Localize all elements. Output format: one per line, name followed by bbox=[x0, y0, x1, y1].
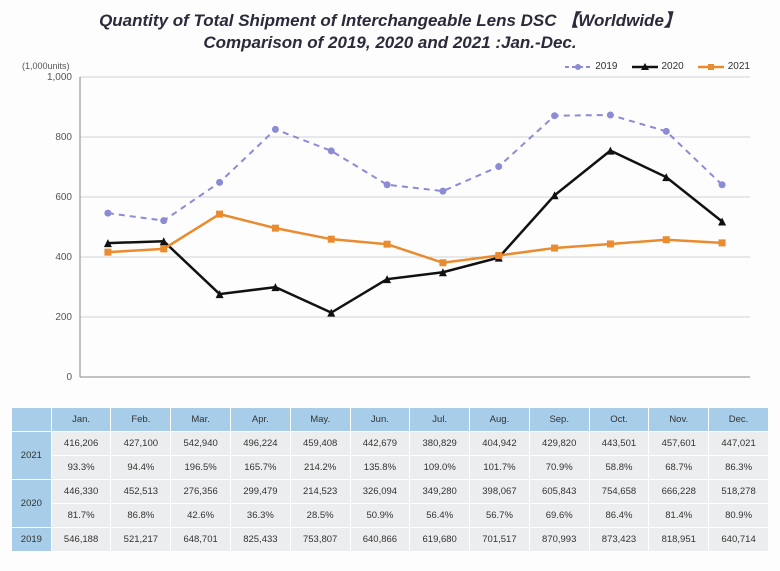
table-cell: 70.9% bbox=[529, 456, 589, 480]
table-header-month: Aug. bbox=[470, 408, 530, 432]
table-cell: 42.6% bbox=[171, 504, 231, 528]
table-cell: 86.8% bbox=[111, 504, 171, 528]
table-cell: 457,601 bbox=[649, 432, 709, 456]
legend-item-2019: 2019 bbox=[565, 61, 617, 72]
chart-area: (1,000units) 2019 2020 2021 0 200 400 600 80… bbox=[20, 59, 760, 399]
table-header-month: Jun. bbox=[350, 408, 410, 432]
table-cell: 619,680 bbox=[410, 528, 470, 552]
svg-text:0: 0 bbox=[66, 372, 72, 383]
year-label: 2020 bbox=[12, 480, 52, 528]
svg-text:1,000: 1,000 bbox=[47, 72, 72, 83]
table-cell: 50.9% bbox=[350, 504, 410, 528]
table-header-month: Oct. bbox=[589, 408, 649, 432]
year-label: 2021 bbox=[12, 432, 52, 480]
table-cell: 818,951 bbox=[649, 528, 709, 552]
table-cell: 81.4% bbox=[649, 504, 709, 528]
chart-title: Quantity of Total Shipment of Interchang… bbox=[10, 10, 770, 54]
table-header-month: Nov. bbox=[649, 408, 709, 432]
table-cell: 28.5% bbox=[290, 504, 350, 528]
table-cell: 459,408 bbox=[290, 432, 350, 456]
table-cell: 349,280 bbox=[410, 480, 470, 504]
table-cell: 404,942 bbox=[470, 432, 530, 456]
table-cell: 429,820 bbox=[529, 432, 589, 456]
table-header-month: Jan. bbox=[51, 408, 111, 432]
table-cell: 666,228 bbox=[649, 480, 709, 504]
table-cell: 640,714 bbox=[709, 528, 769, 552]
table-corner bbox=[12, 408, 52, 432]
table-cell: 380,829 bbox=[410, 432, 470, 456]
table-cell: 640,866 bbox=[350, 528, 410, 552]
table-cell: 101.7% bbox=[470, 456, 530, 480]
svg-text:400: 400 bbox=[55, 252, 72, 263]
data-table: Jan.Feb.Mar.Apr.May.Jun.Jul.Aug.Sep.Oct.… bbox=[11, 407, 769, 552]
table-header-month: Feb. bbox=[111, 408, 171, 432]
table-cell: 165.7% bbox=[231, 456, 291, 480]
table-cell: 442,679 bbox=[350, 432, 410, 456]
table-header-month: Mar. bbox=[171, 408, 231, 432]
table-cell: 542,940 bbox=[171, 432, 231, 456]
table-cell: 56.4% bbox=[410, 504, 470, 528]
svg-text:800: 800 bbox=[55, 132, 72, 143]
table-cell: 870,993 bbox=[529, 528, 589, 552]
table-cell: 648,701 bbox=[171, 528, 231, 552]
chart-svg: 0 200 400 600 800 1,000 bbox=[20, 59, 760, 399]
table-cell: 299,479 bbox=[231, 480, 291, 504]
table-cell: 446,330 bbox=[51, 480, 111, 504]
y-axis-unit-label: (1,000units) bbox=[22, 61, 70, 71]
table-cell: 398,067 bbox=[470, 480, 530, 504]
table-cell: 68.7% bbox=[649, 456, 709, 480]
table-header-month: Sep. bbox=[529, 408, 589, 432]
table-cell: 443,501 bbox=[589, 432, 649, 456]
table-cell: 825,433 bbox=[231, 528, 291, 552]
table-cell: 605,843 bbox=[529, 480, 589, 504]
table-cell: 58.8% bbox=[589, 456, 649, 480]
table-cell: 135.8% bbox=[350, 456, 410, 480]
table-cell: 416,206 bbox=[51, 432, 111, 456]
table-cell: 86.3% bbox=[709, 456, 769, 480]
table-cell: 427,100 bbox=[111, 432, 171, 456]
table-cell: 56.7% bbox=[470, 504, 530, 528]
table-header-month: May. bbox=[290, 408, 350, 432]
table-cell: 326,094 bbox=[350, 480, 410, 504]
table-cell: 521,217 bbox=[111, 528, 171, 552]
table-cell: 86.4% bbox=[589, 504, 649, 528]
table-cell: 94.4% bbox=[111, 456, 171, 480]
svg-text:600: 600 bbox=[55, 192, 72, 203]
table-cell: 518,278 bbox=[709, 480, 769, 504]
table-cell: 753,807 bbox=[290, 528, 350, 552]
table-header-month: Dec. bbox=[709, 408, 769, 432]
table-cell: 93.3% bbox=[51, 456, 111, 480]
table-cell: 701,517 bbox=[470, 528, 530, 552]
table-cell: 496,224 bbox=[231, 432, 291, 456]
year-label: 2019 bbox=[12, 528, 52, 552]
table-cell: 546,188 bbox=[51, 528, 111, 552]
table-cell: 81.7% bbox=[51, 504, 111, 528]
table-cell: 109.0% bbox=[410, 456, 470, 480]
table-cell: 214,523 bbox=[290, 480, 350, 504]
table-header-month: Apr. bbox=[231, 408, 291, 432]
table-cell: 36.3% bbox=[231, 504, 291, 528]
table-cell: 196.5% bbox=[171, 456, 231, 480]
table-cell: 754,658 bbox=[589, 480, 649, 504]
legend: 2019 2020 2021 bbox=[565, 61, 750, 72]
legend-item-2020: 2020 bbox=[632, 61, 684, 72]
table-cell: 214.2% bbox=[290, 456, 350, 480]
table-cell: 447,021 bbox=[709, 432, 769, 456]
svg-text:200: 200 bbox=[55, 312, 72, 323]
table-cell: 873,423 bbox=[589, 528, 649, 552]
table-cell: 69.6% bbox=[529, 504, 589, 528]
table-cell: 276,356 bbox=[171, 480, 231, 504]
table-header-month: Jul. bbox=[410, 408, 470, 432]
legend-item-2021: 2021 bbox=[698, 61, 750, 72]
table-cell: 452,513 bbox=[111, 480, 171, 504]
table-cell: 80.9% bbox=[709, 504, 769, 528]
